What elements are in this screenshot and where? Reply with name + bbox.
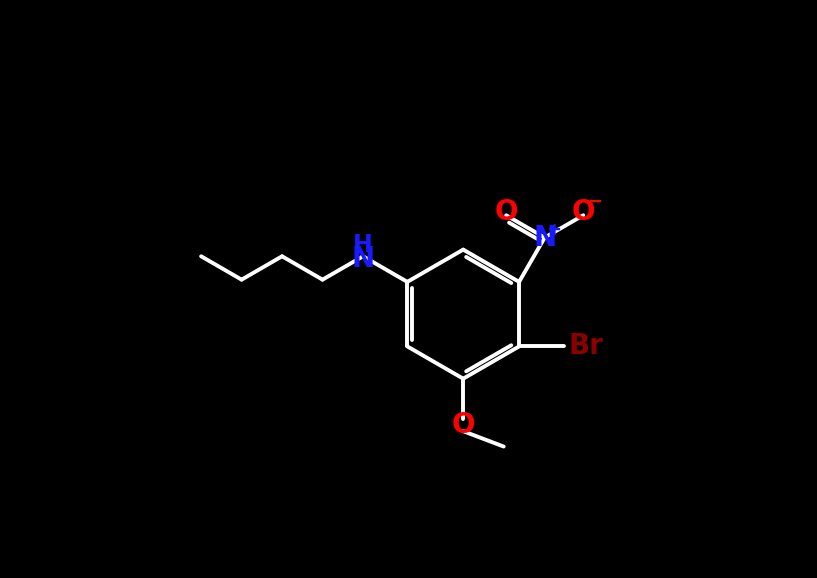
Text: O: O xyxy=(452,412,475,439)
Text: N: N xyxy=(351,244,374,272)
Text: −: − xyxy=(587,193,602,211)
Text: H: H xyxy=(353,233,373,257)
Text: O: O xyxy=(571,198,595,226)
Text: +: + xyxy=(546,221,561,239)
Text: Br: Br xyxy=(568,332,603,361)
Text: N: N xyxy=(534,224,556,251)
Text: O: O xyxy=(494,198,518,226)
